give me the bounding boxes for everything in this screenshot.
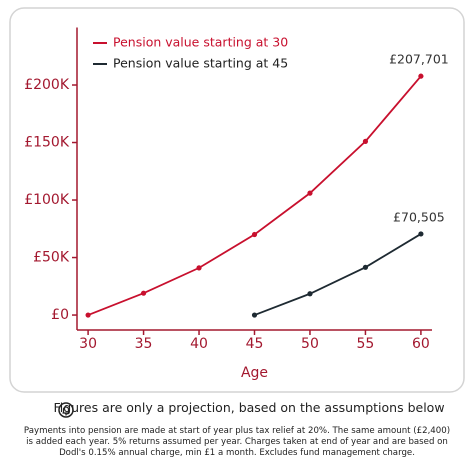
data-point <box>307 190 313 196</box>
y-tick-label: £0 <box>51 307 69 323</box>
bell-icon <box>62 406 70 416</box>
data-point <box>85 312 91 318</box>
x-tick-label: 45 <box>246 336 264 352</box>
legend-label: Pension value starting at 45 <box>113 56 288 71</box>
data-point <box>362 264 369 270</box>
x-tick-label: 55 <box>357 336 375 352</box>
value-label: £70,505 <box>393 209 445 224</box>
y-tick-label: £200K <box>24 77 70 93</box>
data-point <box>251 231 258 238</box>
legend-label: Pension value starting at 30 <box>113 35 288 50</box>
x-axis-title: Age <box>241 365 268 381</box>
y-tick-label: £50K <box>33 250 70 266</box>
data-point <box>418 73 424 79</box>
x-tick-label: 30 <box>79 336 97 352</box>
x-tick-label: 50 <box>301 336 319 352</box>
data-point <box>140 290 147 296</box>
x-tick-label: 60 <box>412 336 430 352</box>
info-icon <box>58 402 74 418</box>
y-tick-label: £100K <box>24 192 70 208</box>
projection-note: Figures are only a projection, based on … <box>0 400 474 415</box>
value-label: £207,701 <box>389 52 449 67</box>
x-tick-label: 35 <box>135 336 153 352</box>
data-point <box>196 265 202 271</box>
y-tick-label: £150K <box>24 135 70 151</box>
x-tick-label: 40 <box>190 336 208 352</box>
series-line <box>254 233 422 316</box>
data-point <box>362 138 369 144</box>
panel <box>9 7 465 393</box>
data-point <box>251 312 258 318</box>
data-point <box>418 231 424 237</box>
disclaimer: Payments into pension are made at start … <box>23 426 451 458</box>
data-point <box>307 291 313 297</box>
projection-note-text: Figures are only a projection, based on … <box>53 400 445 415</box>
